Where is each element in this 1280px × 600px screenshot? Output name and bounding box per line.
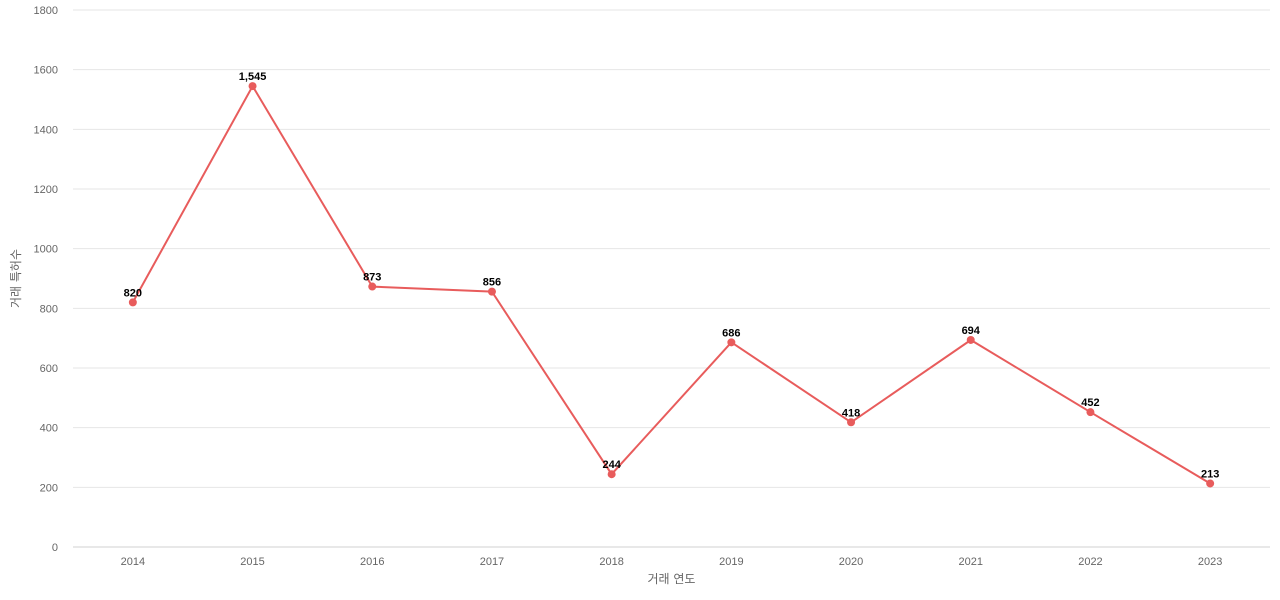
data-point: [1206, 479, 1215, 488]
x-tick-label: 2017: [480, 556, 504, 568]
data-label: 418: [842, 407, 860, 419]
y-tick-label: 600: [40, 363, 58, 375]
series-line: [131, 84, 1211, 485]
data-label: 686: [722, 327, 740, 339]
y-tick-label: 200: [40, 482, 58, 494]
data-point: [727, 338, 736, 347]
x-axis-tick-labels: 2014 2015 2016 2017 2018 2019 2020 2021 2022 2023: [121, 556, 1223, 568]
data-label: 213: [1201, 468, 1219, 480]
data-label: 452: [1081, 397, 1099, 409]
x-tick-label: 2016: [360, 556, 384, 568]
x-tick-label: 2014: [121, 556, 145, 568]
data-point: [368, 282, 377, 291]
series-points: [128, 82, 1215, 488]
data-point: [128, 298, 137, 307]
data-label: 694: [962, 325, 981, 337]
data-labels: 820 1,545 873 856 244 686 418 694 452 213: [124, 71, 1220, 480]
x-axis-title: 거래 연도: [648, 572, 696, 586]
y-tick-label: 800: [40, 303, 58, 315]
data-label: 873: [363, 272, 381, 284]
data-label: 1,545: [239, 71, 267, 83]
y-axis-tick-labels: 0 200 400 600 800 1000 1200 1400 1600 1800: [34, 5, 58, 554]
y-tick-label: 400: [40, 423, 58, 435]
data-point: [607, 470, 616, 479]
data-point: [487, 287, 496, 296]
x-tick-label: 2018: [599, 556, 623, 568]
x-tick-label: 2019: [719, 556, 743, 568]
x-tick-label: 2020: [839, 556, 863, 568]
x-tick-label: 2022: [1078, 556, 1102, 568]
y-gridlines: [73, 9, 1270, 488]
y-tick-label: 1000: [34, 244, 58, 256]
x-tick-label: 2023: [1198, 556, 1222, 568]
data-point: [966, 335, 975, 344]
data-label: 244: [602, 459, 621, 471]
data-label: 856: [483, 277, 501, 289]
data-point: [1086, 408, 1095, 417]
x-tick-label: 2015: [240, 556, 264, 568]
y-axis-title: 거래 특허수: [9, 249, 23, 308]
y-tick-label: 0: [52, 542, 58, 554]
y-tick-label: 1800: [34, 5, 58, 17]
data-point: [248, 82, 257, 91]
y-tick-label: 1400: [34, 124, 58, 136]
y-tick-label: 1200: [34, 184, 58, 196]
x-tick-label: 2021: [959, 556, 983, 568]
data-label: 820: [124, 287, 142, 299]
data-point: [847, 418, 856, 427]
y-tick-label: 1600: [34, 65, 58, 77]
